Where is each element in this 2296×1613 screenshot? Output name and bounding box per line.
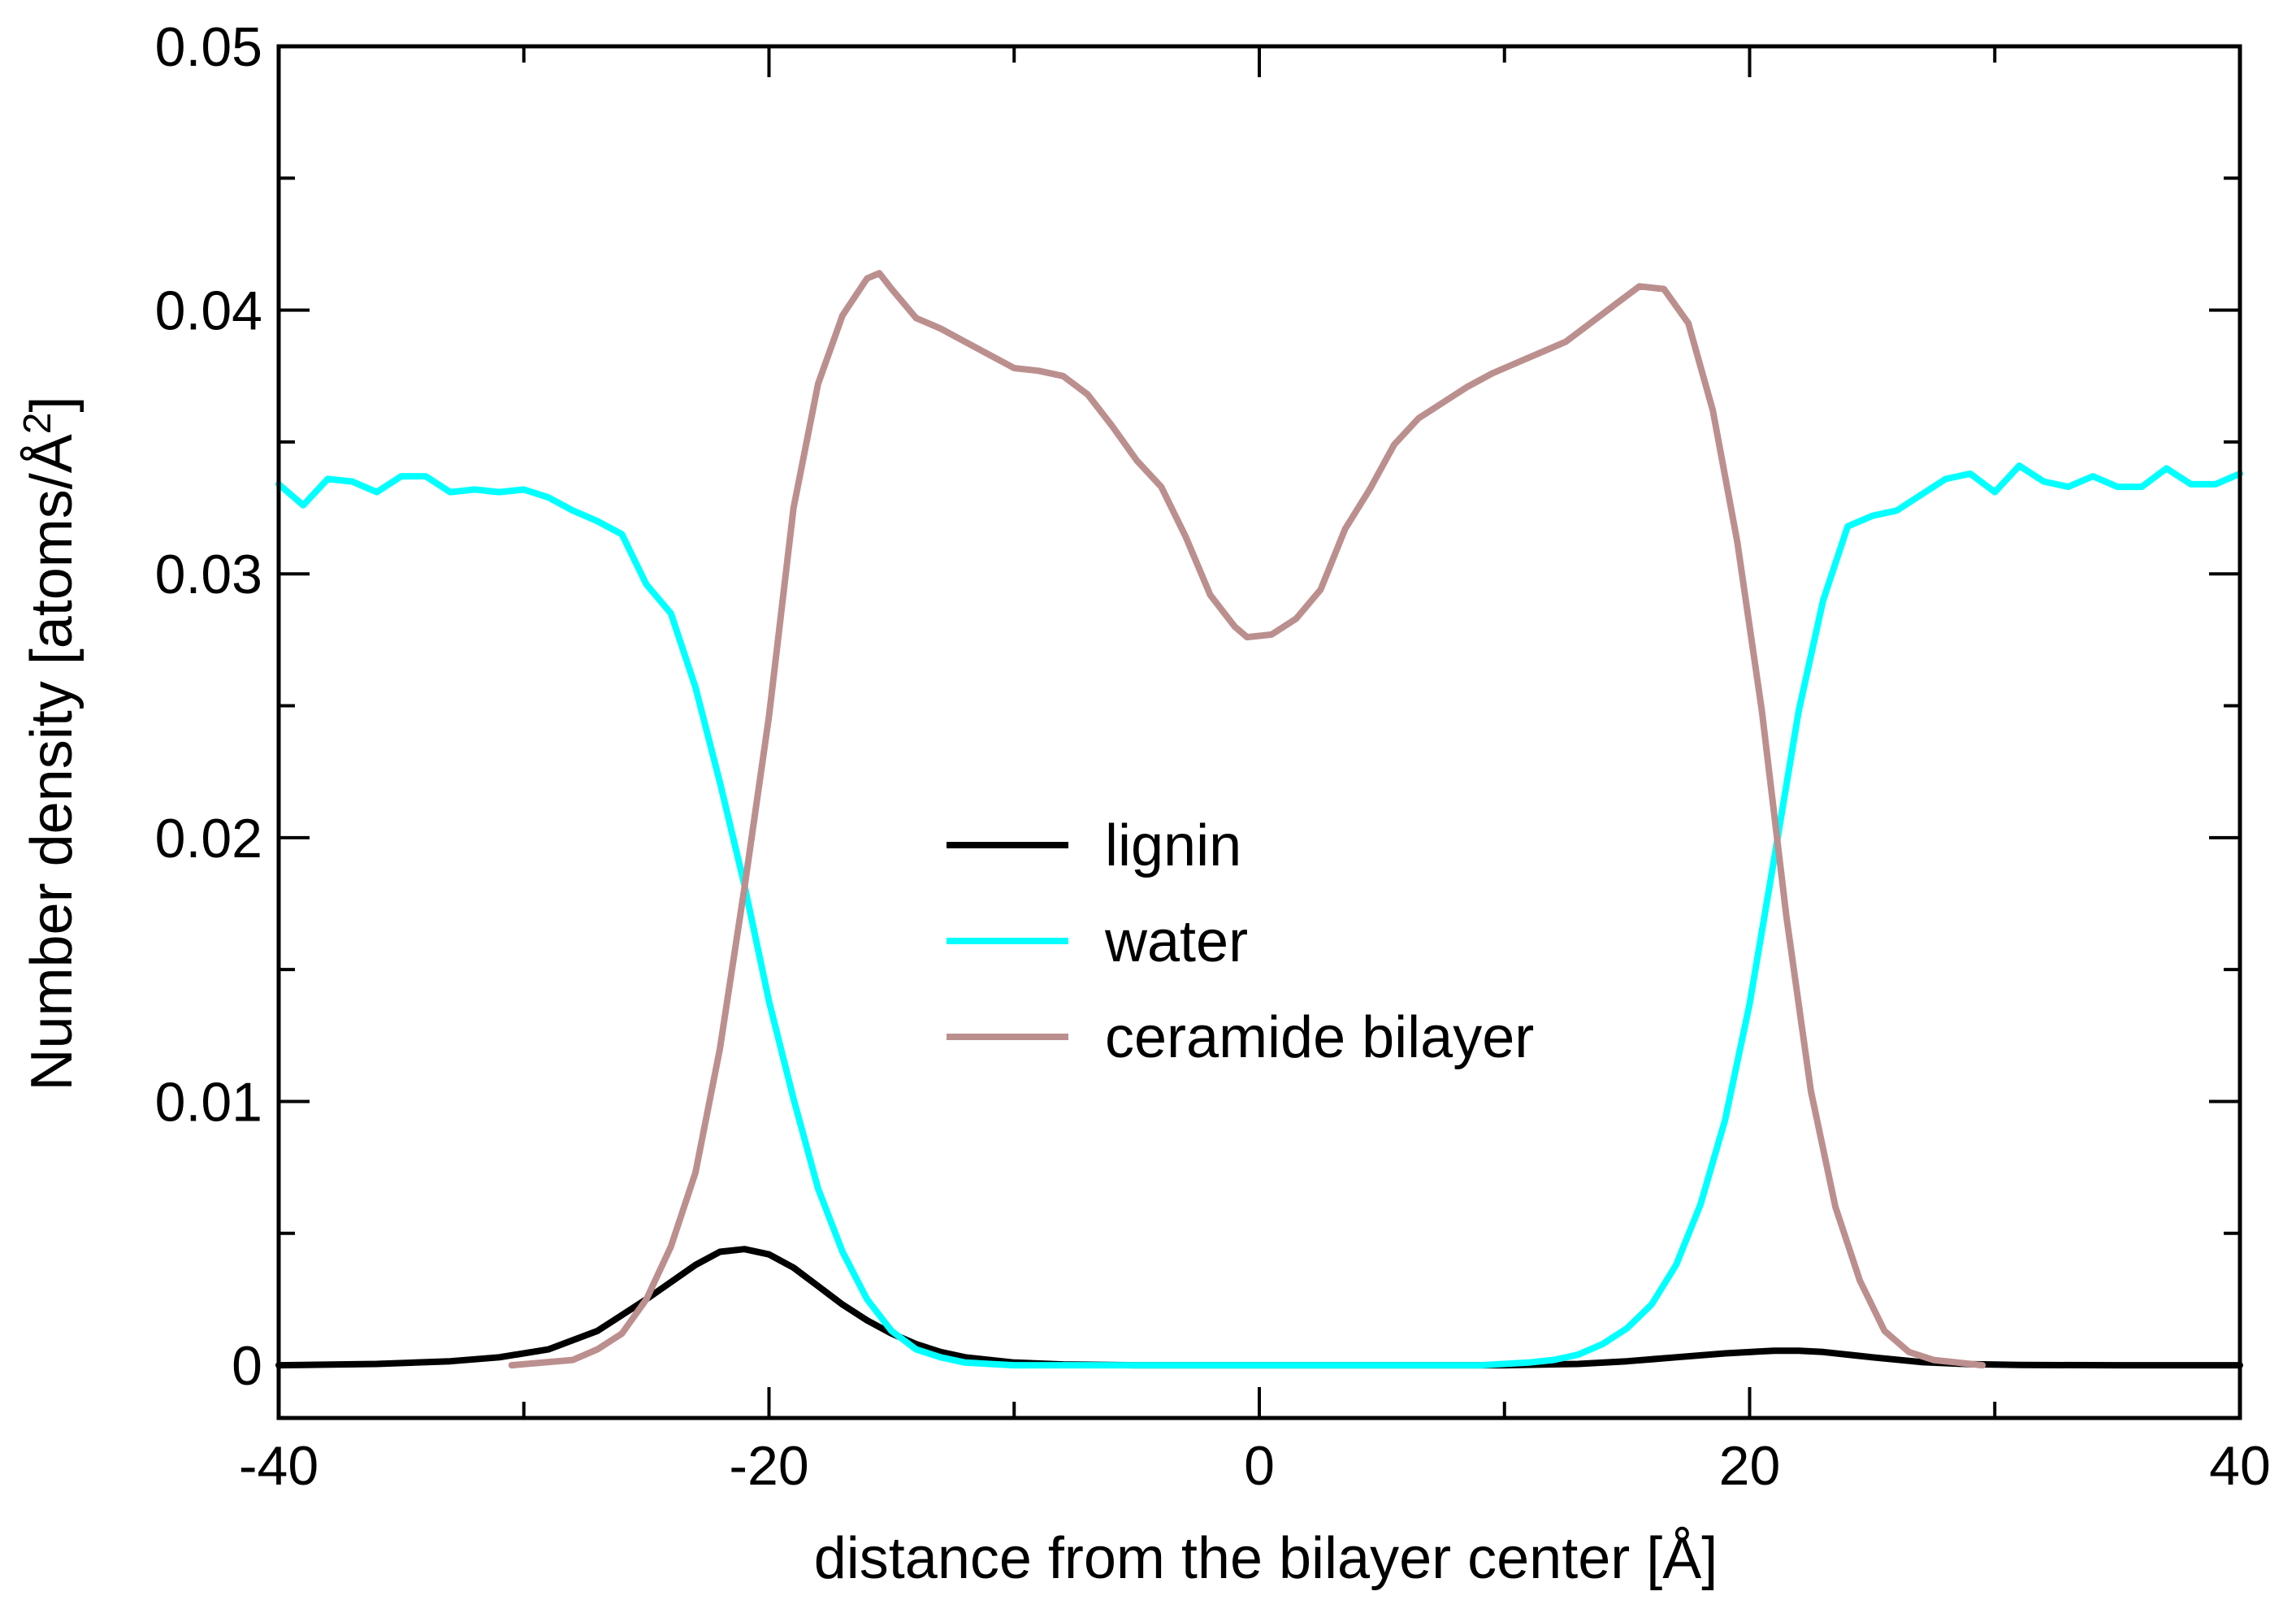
series-line-lignin: [275, 1246, 2243, 1369]
y-axis-title: Number density [atoms/Å2]: [16, 396, 85, 1091]
y-axis-title-end: ]: [19, 396, 84, 412]
legend-label-lignin: lignin: [1105, 813, 1241, 878]
y-axis-title-sup: 2: [16, 413, 59, 435]
series-line-water: [275, 462, 2243, 1369]
y-tick-label: 0.04: [155, 280, 262, 342]
y-tick-label: 0: [232, 1335, 262, 1397]
y-tick-label: 0.01: [155, 1071, 262, 1133]
series-layer: [275, 270, 2243, 1369]
x-tick-label: 0: [1244, 1435, 1275, 1497]
ticks-layer: -40 -20 0 20 40 0 0.01 0.02 0.03 0.04 0.05: [155, 16, 2271, 1497]
x-tick-label: -40: [239, 1435, 318, 1497]
x-tick-label: -20: [729, 1435, 808, 1497]
series-line-ceramide-bilayer: [508, 270, 1986, 1369]
y-tick-label: 0.05: [155, 16, 262, 78]
legend: lignin water ceramide bilayer: [947, 813, 1534, 1070]
y-tick-label: 0.03: [155, 544, 262, 605]
y-tick-label: 0.02: [155, 808, 262, 869]
y-axis-title-main: Number density [atoms/Å: [19, 434, 84, 1091]
x-tick-label: 20: [1719, 1435, 1781, 1497]
x-axis-title: distance from the bilayer center [Å]: [814, 1526, 1718, 1591]
x-tick-label: 40: [2209, 1435, 2271, 1497]
legend-label-ceramide-bilayer: ceramide bilayer: [1105, 1005, 1534, 1070]
legend-label-water: water: [1104, 909, 1248, 974]
